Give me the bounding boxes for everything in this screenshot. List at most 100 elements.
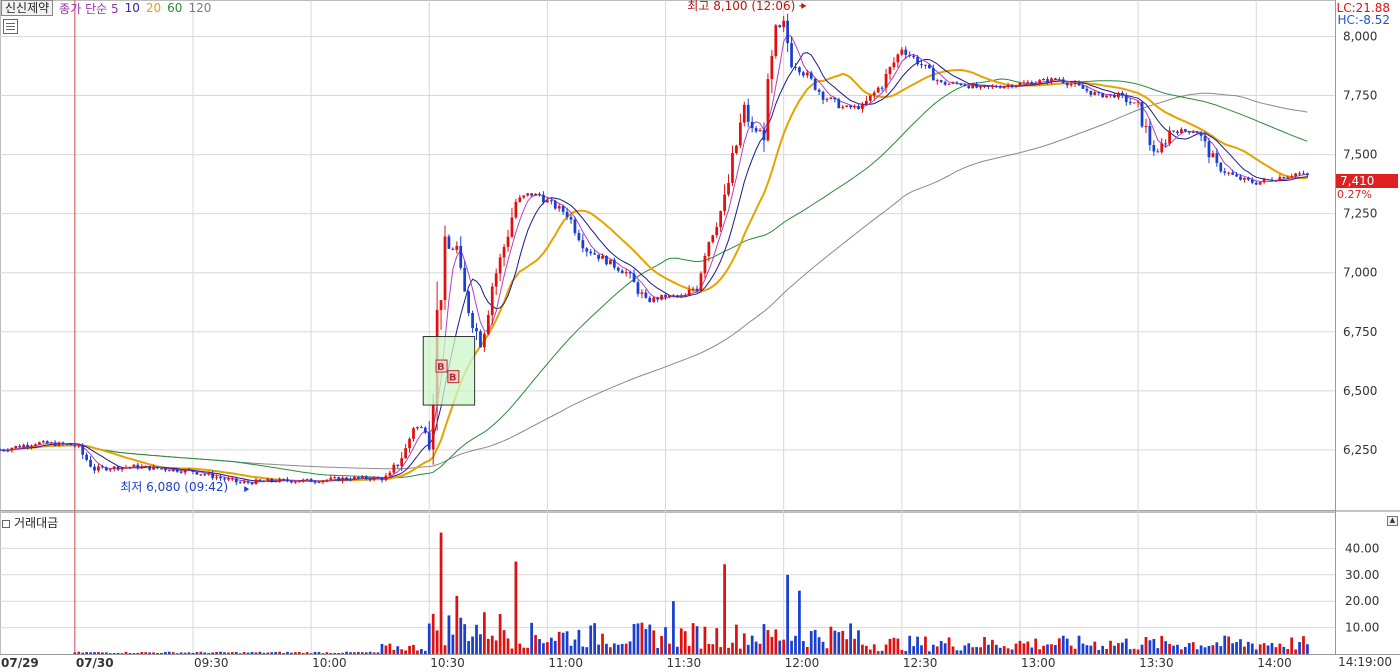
- candle-body: [45, 441, 49, 444]
- volume-bar: [1219, 646, 1223, 654]
- candle-body: [947, 83, 951, 85]
- volume-bar: [754, 641, 758, 654]
- volume-bar: [672, 601, 675, 654]
- candle-body: [400, 458, 404, 467]
- volume-bar: [935, 646, 939, 654]
- volume-bar: [967, 643, 971, 654]
- candle-body: [920, 64, 923, 66]
- time-tick-label: 12:30: [903, 656, 938, 670]
- volume-bar: [1077, 635, 1081, 654]
- volume-bar: [1085, 645, 1089, 654]
- candle-body: [250, 482, 254, 485]
- candle-body: [801, 72, 805, 76]
- volume-bar: [1239, 639, 1242, 654]
- volume-bar: [758, 643, 762, 654]
- volume-bar: [313, 651, 317, 654]
- candle-body: [715, 227, 719, 236]
- candle-body: [230, 478, 234, 480]
- candle-body: [1101, 93, 1105, 98]
- candle-body: [857, 106, 860, 110]
- candle-body: [431, 404, 435, 450]
- volume-bar: [439, 532, 443, 654]
- candle-body: [1018, 82, 1022, 86]
- volume-bar: [93, 652, 96, 654]
- volume-bar: [1132, 648, 1136, 654]
- candle-body: [227, 478, 230, 480]
- volume-bar: [494, 640, 498, 654]
- volume-bar: [557, 631, 561, 654]
- volume-bar: [841, 630, 845, 654]
- candle-body: [26, 444, 29, 447]
- candle-body: [518, 197, 522, 202]
- candle-body: [967, 85, 971, 89]
- collapse-icon[interactable]: ▲: [1387, 516, 1398, 526]
- calculator-icon[interactable]: [3, 19, 18, 34]
- volume-bar: [144, 652, 148, 654]
- candle-body: [565, 211, 569, 217]
- volume-bar: [510, 648, 514, 654]
- candle-body: [364, 476, 368, 479]
- volume-bar: [305, 652, 309, 654]
- candle-body: [573, 219, 577, 234]
- volume-bar: [1046, 644, 1049, 654]
- volume-bar: [416, 650, 419, 654]
- volume-bar: [861, 644, 864, 654]
- candle-body: [530, 193, 534, 196]
- volume-bar: [89, 652, 92, 654]
- candle-body: [1306, 173, 1309, 176]
- candle-body: [1290, 176, 1294, 178]
- volume-bar: [931, 644, 935, 654]
- panel-toggle-icon[interactable]: [2, 519, 10, 528]
- candle-body: [337, 477, 341, 481]
- candle-body: [1006, 85, 1010, 87]
- candle-body: [809, 72, 813, 79]
- candle-body: [258, 479, 262, 481]
- candle-body: [1132, 102, 1136, 104]
- candle-body: [1282, 177, 1286, 179]
- candle-body: [821, 91, 825, 100]
- candle-body: [408, 438, 411, 449]
- volume-bar: [943, 643, 947, 654]
- volume-bar: [620, 644, 624, 654]
- candle-body: [22, 444, 25, 448]
- candle-body: [207, 472, 211, 475]
- candle-body: [648, 297, 652, 302]
- volume-bar: [809, 631, 813, 654]
- candle-body: [53, 442, 57, 446]
- volume-bar: [928, 651, 931, 654]
- stock-name[interactable]: 신신제약: [1, 0, 54, 16]
- candle-body: [597, 254, 600, 259]
- candle-body: [1061, 79, 1065, 83]
- candle-body: [41, 441, 45, 443]
- candle-body: [1231, 172, 1234, 175]
- volume-bar: [431, 613, 435, 654]
- candle-body: [691, 288, 695, 290]
- volume-bar: [408, 645, 411, 654]
- volume-bar: [805, 647, 809, 654]
- volume-bar: [353, 652, 356, 654]
- candle-body: [128, 466, 132, 468]
- volume-bar: [908, 635, 912, 654]
- volume-bar: [656, 648, 660, 654]
- candle-body: [223, 478, 226, 480]
- candle-body: [1243, 177, 1246, 180]
- candle-body: [1207, 141, 1211, 158]
- volume-bar: [849, 623, 852, 654]
- volume-bar: [199, 651, 203, 654]
- candle-body: [215, 477, 218, 479]
- volume-bar: [920, 645, 923, 654]
- volume-bar: [565, 631, 569, 654]
- candle-body: [1042, 79, 1045, 81]
- price-tick-label: 7,000: [1343, 266, 1377, 280]
- volume-bar: [778, 640, 782, 654]
- volume-bar: [219, 651, 222, 654]
- candle-body: [522, 195, 526, 198]
- volume-bar: [234, 651, 238, 654]
- volume-bar: [609, 647, 612, 654]
- volume-bar: [939, 640, 943, 654]
- volume-bar: [238, 653, 242, 654]
- price-tick-label: 8,000: [1343, 29, 1377, 43]
- volume-bar: [679, 628, 683, 654]
- candle-body: [483, 333, 486, 348]
